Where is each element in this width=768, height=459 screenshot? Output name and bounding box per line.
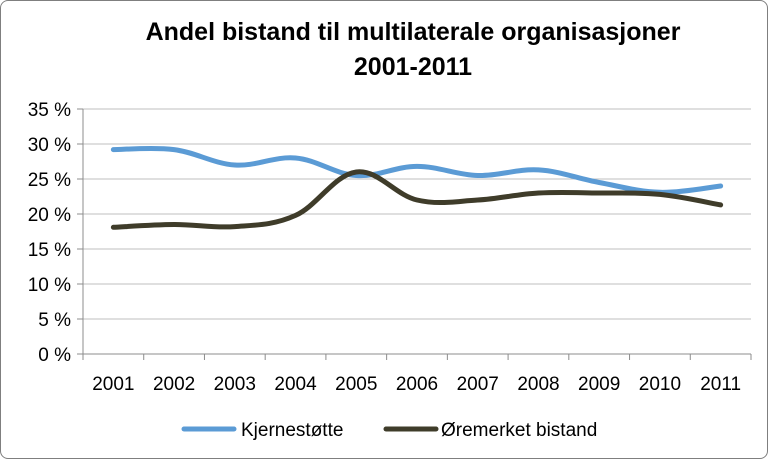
x-tick-label: 2003 [214, 374, 256, 395]
x-tick-label: 2004 [274, 374, 317, 395]
y-tick-label: 15 % [28, 240, 71, 261]
chart-subtitle: 2001-2011 [354, 53, 472, 81]
y-tick-label: 20 % [28, 205, 71, 226]
series-line-oremerket-bistand [110, 169, 724, 230]
legend-label: Øremerket bistand [441, 420, 597, 441]
chart-title: Andel bistand til multilaterale organisa… [146, 18, 681, 46]
series-lines [110, 145, 724, 230]
legend: Kjernestøtte Øremerket bistand [181, 420, 597, 441]
x-tick-label: 2007 [457, 374, 499, 395]
axes [77, 108, 752, 360]
x-tick-label: 2009 [578, 374, 620, 395]
series-line-kjernestotte [110, 145, 724, 195]
x-tick-label: 2002 [153, 374, 195, 395]
x-axis-ticks: 2001 2002 2003 2004 2005 2006 2007 2008 2009 2010… [92, 374, 741, 395]
x-tick-label: 2008 [517, 374, 559, 395]
y-tick-label: 35 % [28, 100, 71, 121]
x-tick-label: 2005 [335, 374, 377, 395]
y-tick-label: 25 % [28, 170, 71, 191]
y-tick-label: 0 % [38, 345, 71, 366]
x-tick-label: 2011 [700, 374, 741, 395]
y-axis-ticks: 0 % 5 % 10 % 15 % 20 % 25 % 30 % 35 % [28, 100, 71, 366]
x-tick-label: 2006 [396, 374, 438, 395]
legend-label: Kjernestøtte [241, 420, 343, 441]
y-tick-label: 5 % [38, 310, 71, 331]
gridlines [83, 108, 751, 320]
y-tick-label: 30 % [28, 135, 71, 156]
x-tick-label: 2001 [92, 374, 134, 395]
y-tick-label: 10 % [28, 275, 71, 296]
x-tick-label: 2010 [639, 374, 681, 395]
